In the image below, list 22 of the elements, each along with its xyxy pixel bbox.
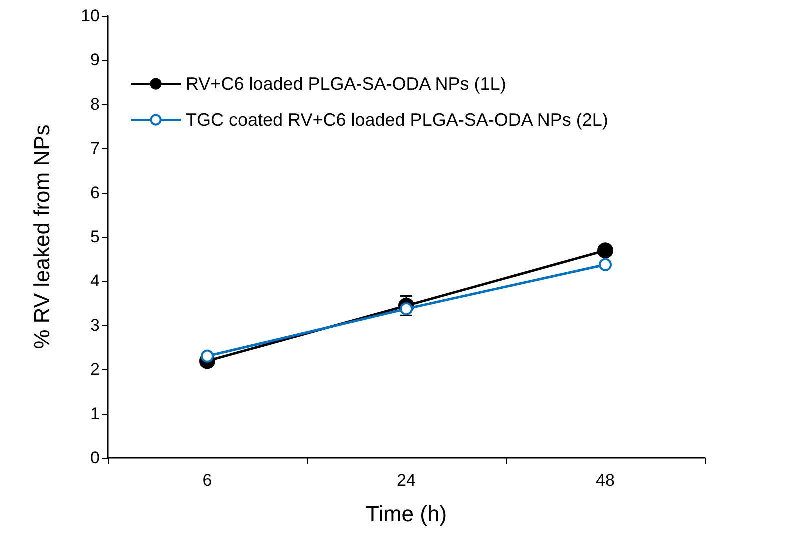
point bbox=[599, 258, 612, 272]
y-tick-label: 5 bbox=[90, 228, 100, 246]
x-axis-title: Time (h) bbox=[366, 502, 448, 526]
x-tick-label: 6 bbox=[202, 471, 212, 490]
y-tick-label: 1 bbox=[90, 404, 100, 424]
y-tick-label: 3 bbox=[90, 316, 100, 335]
legend-label: RV+C6 loaded PLGA-SA-ODA NPs (1L) bbox=[186, 74, 506, 94]
point bbox=[400, 302, 413, 316]
y-tick-label: 7 bbox=[90, 139, 100, 158]
y-tick-label: 0 bbox=[90, 448, 100, 468]
x-tick-label: 48 bbox=[596, 471, 615, 490]
legend-label: TGC coated RV+C6 loaded PLGA-SA-ODA NPs (2L) bbox=[186, 110, 608, 130]
y-tick-label: 10 bbox=[81, 6, 100, 26]
point bbox=[201, 350, 214, 363]
x-tick-label: 24 bbox=[397, 471, 416, 490]
y-tick-label: 2 bbox=[90, 360, 100, 380]
point bbox=[598, 242, 614, 259]
y-tick-label: 4 bbox=[90, 272, 100, 291]
y-axis-title: % RV leaked from NPs bbox=[30, 124, 54, 350]
y-tick-label: 8 bbox=[90, 94, 100, 114]
y-tick-label: 6 bbox=[90, 183, 100, 202]
y-tick-label: 9 bbox=[90, 50, 100, 70]
